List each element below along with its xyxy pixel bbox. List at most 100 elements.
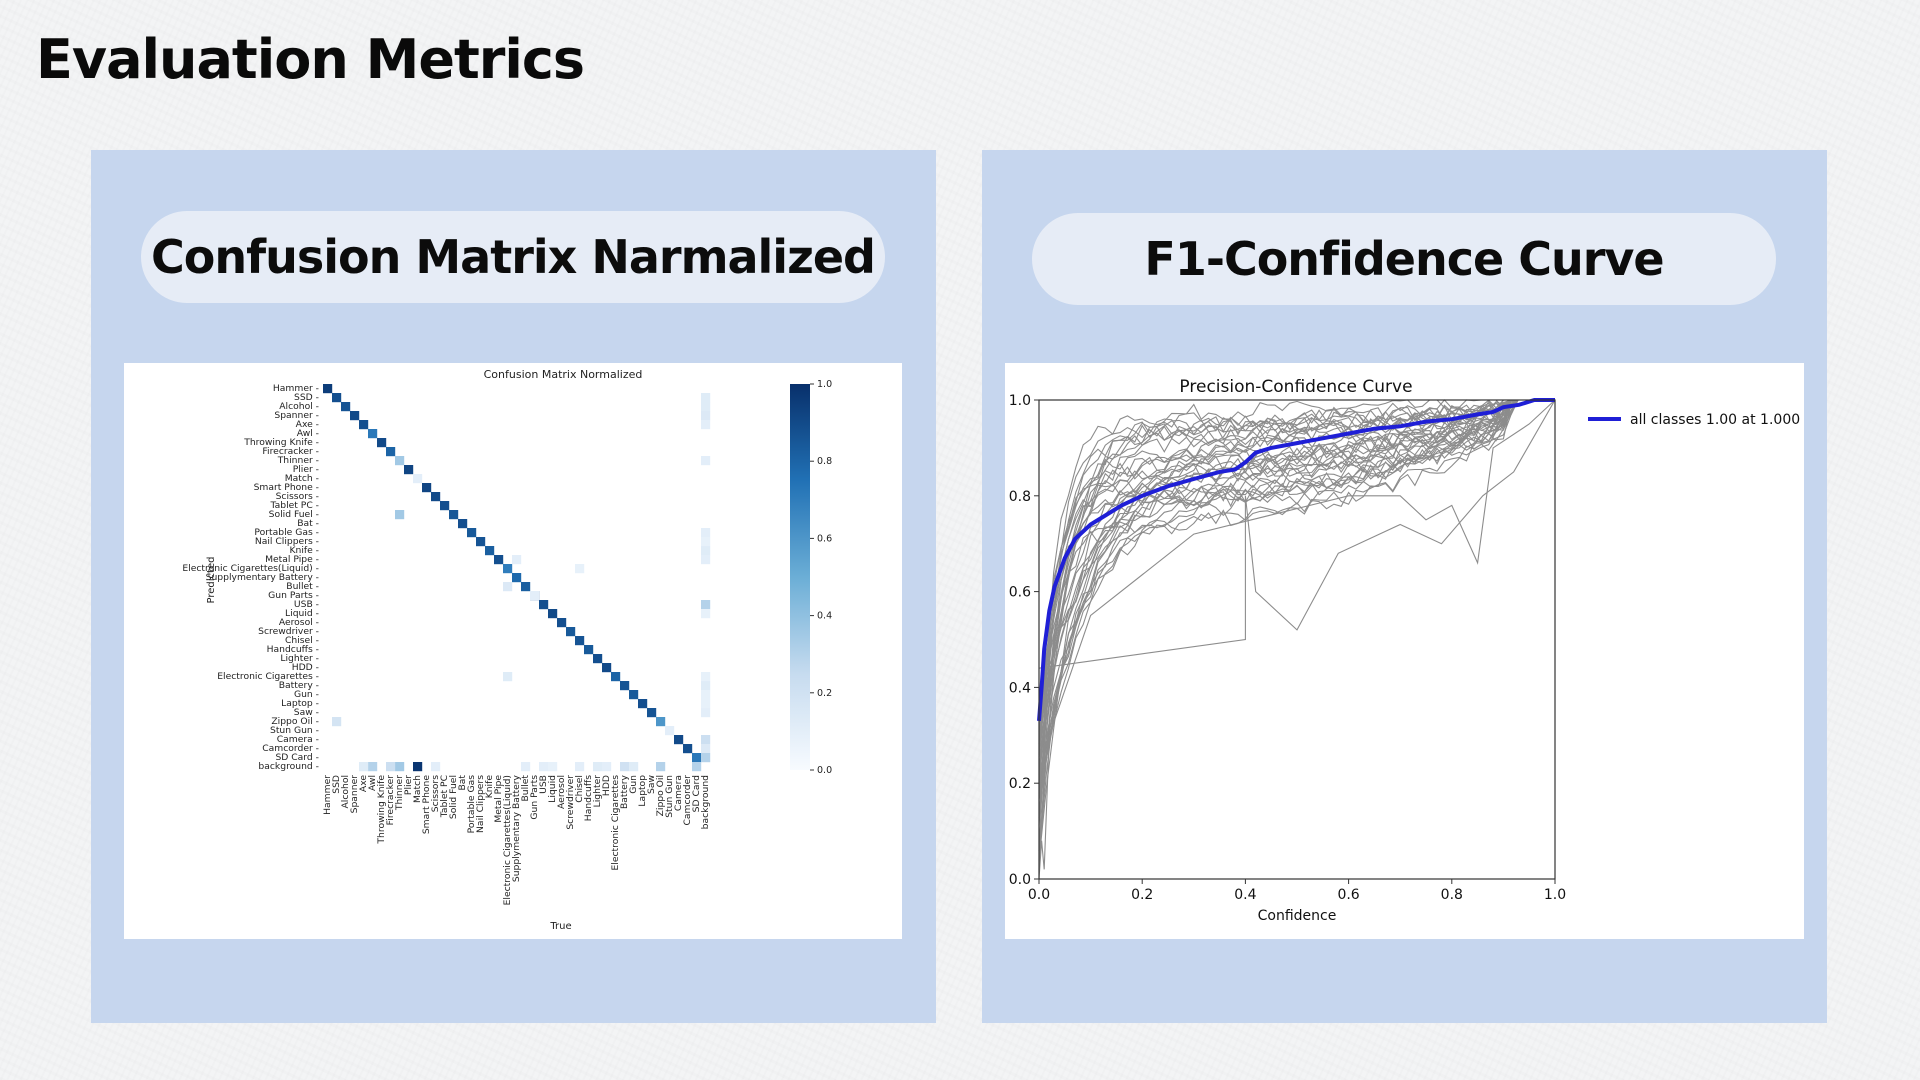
cm-ylabel-tick: Supplymentary Battery -	[206, 572, 319, 583]
cm-cell-diagonal	[566, 627, 576, 637]
cm-cell-diagonal	[611, 672, 621, 682]
cm-xlabel-tick: Scissors	[430, 775, 441, 812]
cm-cell	[602, 762, 612, 772]
cm-cell-diagonal	[476, 537, 486, 547]
pc-title: Precision-Confidence Curve	[1179, 377, 1412, 397]
cm-cell-diagonal	[512, 573, 522, 583]
cm-cell	[431, 762, 441, 772]
cm-xlabel-tick: Chisel	[574, 775, 585, 803]
cm-ylabel-tick: Throwing Knife -	[243, 437, 319, 448]
legend-entry: all classes 1.00 at 1.000	[1630, 412, 1800, 428]
class-curve	[1038, 399, 1556, 669]
cm-ylabel-tick: Firecracker -	[262, 446, 319, 457]
precision-confidence-chart: Precision-Confidence Curve 0.0 0.2 0.4 0.6 0…	[1009, 377, 1800, 924]
cm-ylabel-tick: Axe -	[296, 419, 319, 430]
cm-ylabel-tick: Stun Gun -	[270, 725, 319, 736]
pc-ytick: 0.0	[1009, 872, 1031, 888]
cm-xlabel-tick: Match	[412, 775, 423, 803]
cm-cell-diagonal	[602, 663, 612, 673]
cm-cell-diagonal	[665, 726, 675, 736]
cm-ylabel-tick: Thinner -	[277, 455, 319, 466]
f1-confidence-heading: F1-Confidence Curve	[1032, 213, 1776, 305]
class-curve	[1038, 399, 1555, 818]
pc-ytick: 0.2	[1009, 776, 1031, 792]
cm-cell	[701, 753, 711, 763]
f1-confidence-panel: F1-Confidence Curve Precision-Confidence…	[982, 150, 1827, 1023]
cm-cell	[395, 762, 405, 772]
pc-xtick: 0.2	[1131, 887, 1153, 903]
cm-ylabel-tick: Nail Clippers -	[255, 536, 319, 547]
page-title: Evaluation Metrics	[36, 28, 585, 91]
cm-cell	[395, 510, 405, 520]
cm-ylabel-tick: Gun Parts -	[268, 590, 319, 601]
cm-xlabel-tick: Axe	[358, 775, 369, 792]
cm-xlabel-tick: SD Card	[691, 775, 702, 812]
cm-xlabel-tick: background	[700, 775, 711, 829]
cm-xlabel-tick: Throwing Knife	[376, 775, 387, 845]
cm-ylabel-tick: SD Card -	[275, 752, 319, 763]
cm-xlabel-tick: Awl	[367, 775, 378, 791]
cm-ylabel-tick: USB -	[294, 599, 319, 610]
class-curve	[1038, 399, 1555, 740]
pc-ytick: 0.6	[1009, 585, 1031, 601]
cm-cell-diagonal	[494, 555, 504, 565]
cm-xlabel-tick: Smart Phone	[421, 775, 432, 835]
cm-xlabel-tick: Bullet	[520, 775, 531, 802]
cm-cell	[701, 609, 711, 619]
cm-cell	[701, 402, 711, 412]
cm-cell-diagonal	[692, 753, 702, 763]
cm-cell	[512, 555, 522, 565]
colorbar-tick: 0.2	[817, 688, 832, 699]
pc-axes-frame	[1038, 399, 1556, 880]
cm-ylabel-tick: Bat -	[297, 518, 319, 529]
cm-cell-diagonal	[341, 402, 351, 412]
class-curve	[1038, 399, 1555, 801]
cm-ylabel-tick: Smart Phone -	[254, 482, 319, 493]
pc-ytick: 0.8	[1009, 489, 1031, 505]
cm-ylabel-tick: Tablet PC -	[270, 500, 319, 511]
cm-cell	[701, 708, 711, 718]
cm-xlabel-tick: Firecracker	[385, 775, 396, 826]
colorbar-tick: 0.4	[817, 611, 832, 622]
cm-xlabel-tick: Laptop	[637, 775, 648, 807]
class-curve	[1038, 399, 1555, 852]
cm-cell	[620, 762, 630, 772]
cm-ylabel-tick: Metal Pipe -	[265, 554, 319, 565]
pc-ytick: 1.0	[1009, 393, 1031, 409]
class-curve	[1038, 399, 1555, 799]
cm-xlabel-tick: Lighter	[592, 775, 603, 808]
class-curve	[1038, 399, 1555, 861]
cm-cell-diagonal	[539, 600, 549, 610]
cm-xlabel-tick: Thinner	[394, 775, 405, 811]
colorbar-tick: 1.0	[817, 379, 832, 390]
cm-cell	[701, 411, 711, 421]
class-curve	[1038, 399, 1555, 759]
cm-xlabel-tick: Supplymentary Battery	[511, 774, 522, 882]
class-curve	[1038, 399, 1555, 800]
class-curve	[1038, 399, 1555, 783]
cm-xlabel-tick: Liquid	[547, 775, 558, 803]
cm-ylabel-tick: Battery -	[279, 680, 319, 691]
cm-cell-diagonal	[431, 492, 441, 502]
cm-xlabel-tick: Gun	[628, 775, 639, 794]
class-curve	[1038, 399, 1555, 733]
cm-xlabel-tick: Tablet PC	[439, 775, 450, 818]
cm-ylabel-tick: Knife -	[289, 545, 319, 556]
confusion-matrix-chart: Confusion Matrix Normalized Hammer -SSD …	[182, 368, 832, 932]
cm-cell	[701, 393, 711, 403]
cm-cell-diagonal	[467, 528, 477, 538]
cm-cell	[530, 591, 540, 601]
cm-ylabel-tick: Plier -	[293, 464, 319, 475]
cm-xlabel-tick: Saw	[646, 775, 657, 794]
cm-xlabel-tick: Camera	[673, 775, 684, 811]
cm-cell-diagonal	[395, 456, 405, 466]
cm-xlabel-tick: USB	[538, 775, 549, 794]
cm-cell-diagonal	[332, 393, 342, 403]
cm-cell-diagonal	[413, 474, 423, 484]
cm-cell-diagonal	[485, 546, 495, 556]
cm-xlabel: True	[549, 921, 571, 932]
cm-cell	[359, 762, 369, 772]
cm-ylabel-tick: Electronic Cigarettes -	[217, 671, 319, 682]
cm-cell-diagonal	[503, 564, 513, 574]
cm-cell-diagonal	[575, 636, 585, 646]
